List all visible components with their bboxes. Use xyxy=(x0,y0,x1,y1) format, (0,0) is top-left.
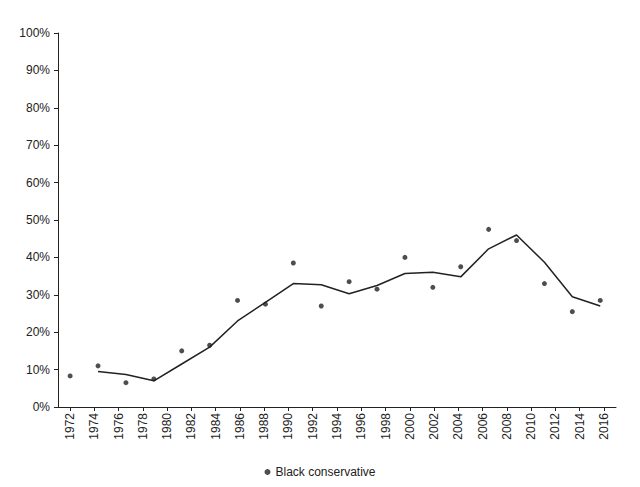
svg-text:0%: 0% xyxy=(33,400,51,414)
svg-text:1980: 1980 xyxy=(160,413,174,440)
svg-text:1986: 1986 xyxy=(233,413,247,440)
svg-text:90%: 90% xyxy=(26,63,50,77)
svg-text:1988: 1988 xyxy=(257,413,271,440)
svg-text:2004: 2004 xyxy=(451,413,465,440)
svg-text:1992: 1992 xyxy=(306,413,320,440)
svg-text:50%: 50% xyxy=(26,213,50,227)
svg-text:1976: 1976 xyxy=(112,413,126,440)
svg-text:10%: 10% xyxy=(26,363,50,377)
svg-text:100%: 100% xyxy=(19,26,50,40)
svg-text:1982: 1982 xyxy=(184,413,198,440)
svg-text:40%: 40% xyxy=(26,250,50,264)
svg-text:20%: 20% xyxy=(26,325,50,339)
svg-text:1990: 1990 xyxy=(281,413,295,440)
svg-text:1998: 1998 xyxy=(379,413,393,440)
svg-text:2002: 2002 xyxy=(427,413,441,440)
svg-text:1996: 1996 xyxy=(354,413,368,440)
svg-text:70%: 70% xyxy=(26,138,50,152)
svg-text:2010: 2010 xyxy=(524,413,538,440)
svg-text:2014: 2014 xyxy=(573,413,587,440)
svg-text:2016: 2016 xyxy=(597,413,611,440)
svg-text:2012: 2012 xyxy=(548,413,562,440)
svg-text:1974: 1974 xyxy=(87,413,101,440)
svg-text:80%: 80% xyxy=(26,101,50,115)
svg-text:1994: 1994 xyxy=(330,413,344,440)
svg-text:1972: 1972 xyxy=(63,413,77,440)
svg-text:1978: 1978 xyxy=(136,413,150,440)
svg-text:30%: 30% xyxy=(26,288,50,302)
svg-text:2000: 2000 xyxy=(403,413,417,440)
svg-text:2006: 2006 xyxy=(476,413,490,440)
svg-text:Black conservative: Black conservative xyxy=(275,465,375,479)
svg-text:1984: 1984 xyxy=(209,413,223,440)
svg-text:60%: 60% xyxy=(26,176,50,190)
svg-text:2008: 2008 xyxy=(500,413,514,440)
